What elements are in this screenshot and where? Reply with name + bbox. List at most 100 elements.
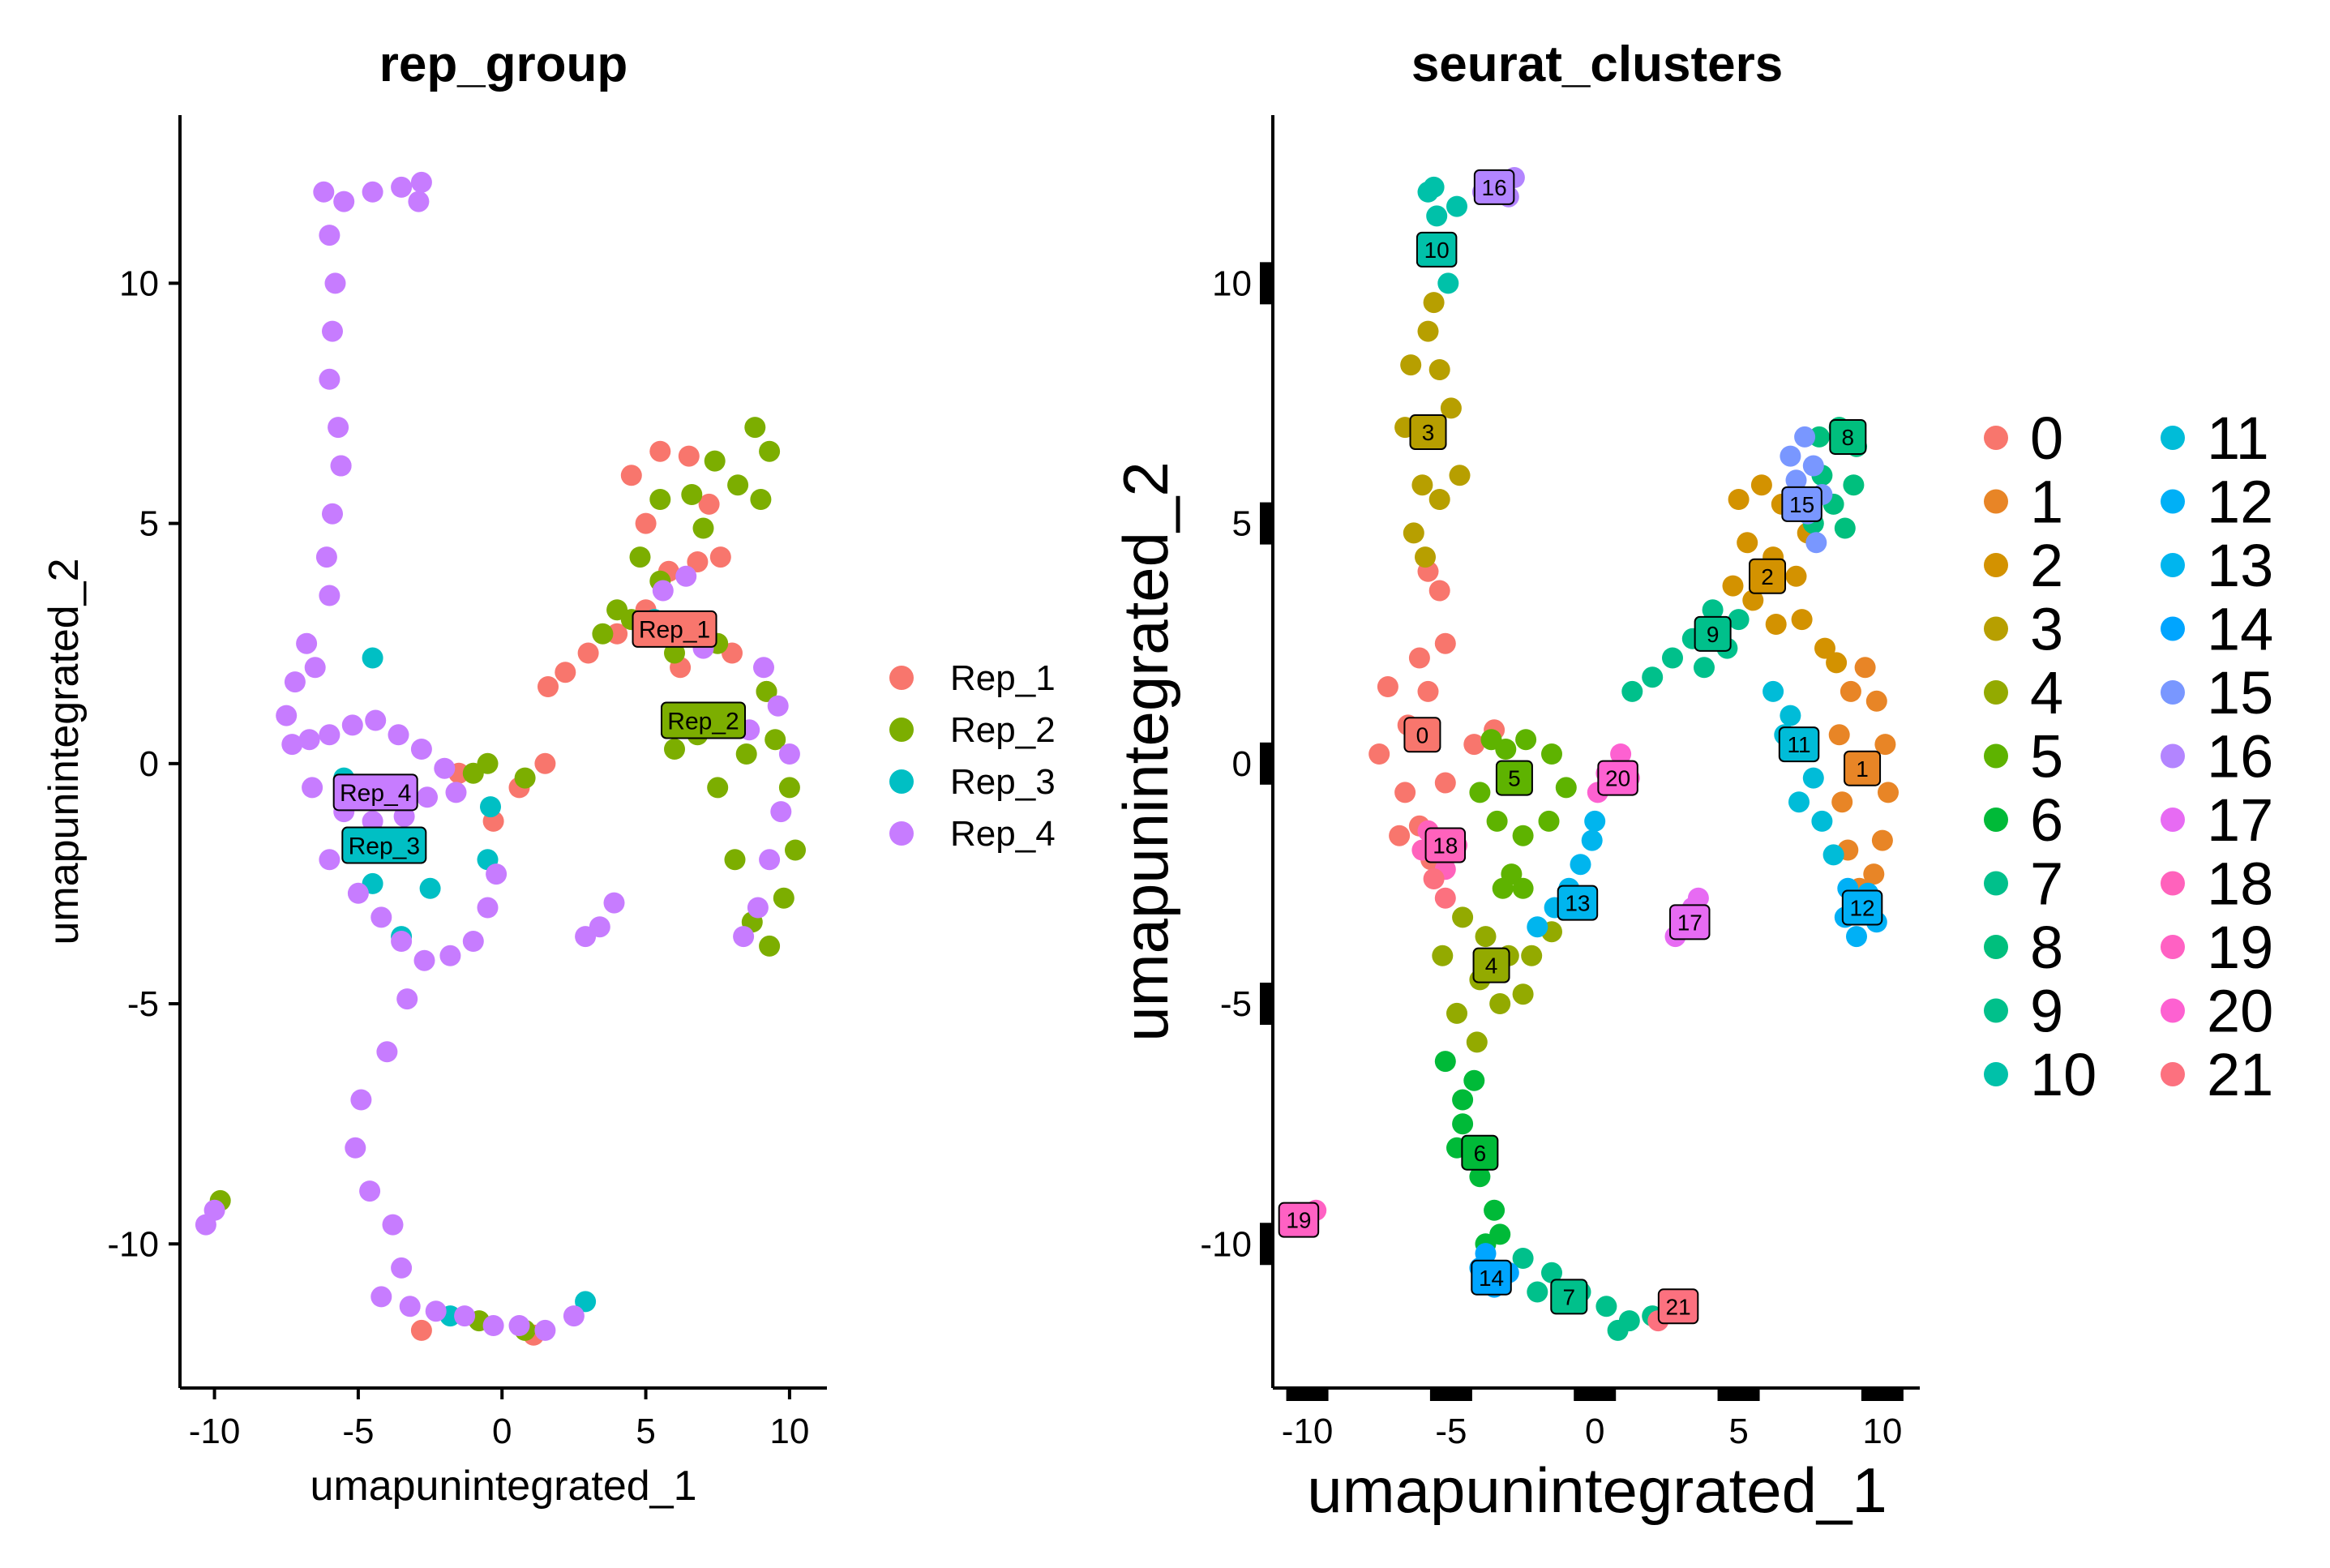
cluster-label: 12 xyxy=(1849,896,1874,921)
legend-label: 15 xyxy=(2207,659,2273,726)
data-point xyxy=(1428,359,1450,380)
data-point xyxy=(1489,1223,1511,1245)
data-point xyxy=(735,743,757,765)
legend-key xyxy=(1984,743,2008,769)
y-tick-label: -10 xyxy=(107,1224,159,1264)
data-point xyxy=(1722,575,1744,597)
x-tick-label: -5 xyxy=(342,1412,374,1451)
data-point xyxy=(698,493,720,515)
data-point xyxy=(649,489,671,510)
data-point xyxy=(347,882,369,904)
group-label-box xyxy=(632,610,717,648)
x-axis-label: umapunintegrated_1 xyxy=(1307,1454,1887,1526)
panel-seurat-clusters: seurat_clusters 012345678910111213141516… xyxy=(1110,36,2273,1526)
data-point xyxy=(1541,743,1562,765)
data-point xyxy=(1434,1051,1456,1073)
data-point xyxy=(603,892,625,914)
data-point xyxy=(477,897,499,919)
legend-key xyxy=(1984,553,2008,577)
data-point xyxy=(1538,810,1560,832)
cluster-label: 4 xyxy=(1485,953,1498,979)
data-point xyxy=(1389,825,1411,846)
data-point xyxy=(1512,877,1534,899)
data-point xyxy=(370,1286,392,1308)
legend-label: 9 xyxy=(2030,978,2063,1045)
data-point xyxy=(1863,863,1885,885)
axes xyxy=(1271,115,1920,1390)
data-point xyxy=(1610,743,1632,765)
legend-key xyxy=(2161,426,2185,450)
legend-key xyxy=(889,666,914,690)
data-point xyxy=(425,1300,447,1322)
legend-key xyxy=(1984,871,2008,896)
group-label-box xyxy=(341,826,427,864)
data-point xyxy=(770,801,792,823)
x-tick-mark xyxy=(1574,1390,1617,1401)
data-point xyxy=(1791,609,1813,631)
data-point xyxy=(575,926,597,948)
data-point xyxy=(1871,829,1893,851)
chart-title: seurat_clusters xyxy=(1411,36,1783,92)
x-tick-mark xyxy=(1861,1390,1904,1401)
legend-label: 19 xyxy=(2207,914,2273,981)
data-point xyxy=(362,647,383,669)
data-point xyxy=(482,1315,504,1336)
data-point xyxy=(1811,810,1833,832)
data-point xyxy=(1662,647,1683,669)
data-point xyxy=(724,849,746,871)
data-point xyxy=(1411,474,1433,496)
data-point xyxy=(1750,474,1772,496)
data-point xyxy=(1762,680,1784,702)
data-point xyxy=(1475,926,1497,948)
legend-key xyxy=(1984,489,2008,514)
legend-key xyxy=(1984,998,2008,1023)
legend-label: 12 xyxy=(2207,469,2273,536)
data-point xyxy=(1802,767,1824,789)
data-point xyxy=(1426,205,1448,227)
legend-key xyxy=(1984,1062,2008,1086)
x-tick-mark xyxy=(1717,1390,1760,1401)
data-point xyxy=(1780,445,1801,467)
legend-label: 13 xyxy=(2207,532,2273,599)
data-point xyxy=(486,863,508,885)
data-point xyxy=(759,440,781,462)
y-tick-label: -5 xyxy=(127,984,159,1024)
legend-label: 2 xyxy=(2030,532,2063,599)
data-point xyxy=(1446,195,1467,217)
legend-label: 16 xyxy=(2207,723,2273,790)
data-point xyxy=(341,714,363,736)
data-point xyxy=(1417,320,1439,342)
y-tick-label: 10 xyxy=(119,263,159,303)
x-tick-label: 0 xyxy=(492,1412,512,1451)
data-point xyxy=(396,988,418,1010)
y-tick-mark xyxy=(1260,262,1271,305)
data-point xyxy=(1423,868,1445,889)
data-point xyxy=(606,599,628,621)
data-point xyxy=(1834,517,1856,539)
legend-label: 11 xyxy=(2207,405,2269,472)
data-point xyxy=(750,489,772,510)
cluster-label: 10 xyxy=(1424,238,1450,263)
legend-key xyxy=(889,821,914,846)
cluster-label: 18 xyxy=(1433,833,1458,859)
group-label-box xyxy=(332,773,418,812)
data-point xyxy=(362,810,383,832)
y-tick-label: 10 xyxy=(1212,263,1252,303)
data-point xyxy=(330,455,352,477)
data-point xyxy=(1702,599,1724,621)
data-point xyxy=(1828,724,1850,746)
data-point xyxy=(1805,532,1827,554)
data-point xyxy=(1515,729,1537,751)
y-tick-label: 0 xyxy=(139,744,159,784)
data-point xyxy=(681,484,703,505)
x-axis-label: umapunintegrated_1 xyxy=(310,1463,696,1510)
legend-key xyxy=(1984,808,2008,832)
cluster-label-box xyxy=(1416,231,1458,268)
cluster-label-box xyxy=(1669,904,1711,940)
data-point xyxy=(575,1291,597,1313)
cluster-label-box xyxy=(1597,760,1638,796)
cluster-label: 8 xyxy=(1842,425,1855,450)
data-point xyxy=(1581,829,1603,851)
